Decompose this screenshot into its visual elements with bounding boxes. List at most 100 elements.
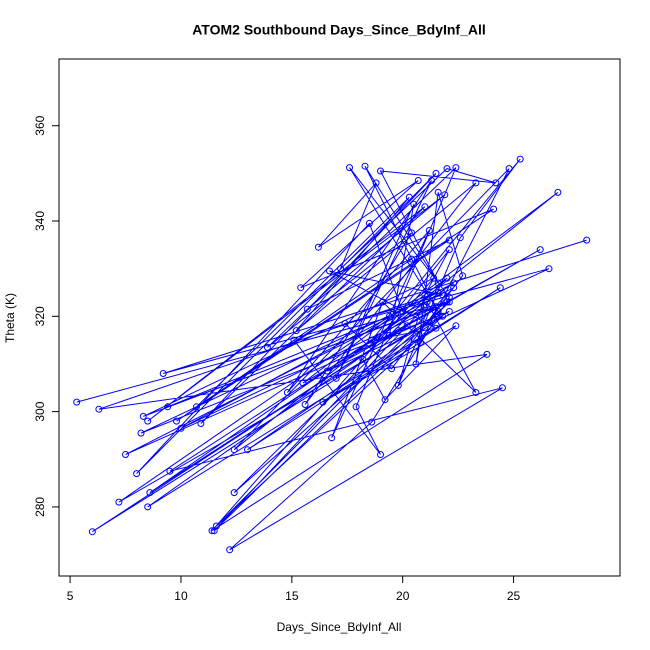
data-point [385, 331, 393, 339]
x-tick-label: 15 [285, 589, 299, 603]
data-point [352, 403, 360, 411]
data-point [443, 165, 451, 173]
data-point [472, 179, 480, 187]
data-point [299, 379, 307, 387]
data-point [230, 446, 238, 454]
data-point [423, 298, 431, 306]
data-point [230, 489, 238, 497]
data-point [301, 401, 309, 408]
data-point [432, 324, 440, 332]
data-point [115, 498, 123, 506]
data-point [410, 200, 418, 208]
data-point [492, 179, 500, 187]
data-point [425, 227, 433, 234]
series-layer [73, 155, 591, 554]
data-point [414, 177, 422, 184]
data-point [554, 188, 562, 196]
x-tick-label: 5 [67, 589, 74, 603]
data-point [372, 179, 380, 187]
data-point [439, 291, 447, 299]
data-point [226, 546, 234, 554]
data-point [450, 284, 458, 292]
y-tick-label: 280 [33, 497, 47, 517]
data-point [456, 234, 464, 242]
data-point [197, 420, 205, 427]
data-point [445, 298, 453, 306]
data-point [445, 246, 453, 254]
data-point [319, 398, 327, 406]
data-point [346, 164, 353, 172]
data-point [166, 467, 174, 475]
y-tick-label: 320 [33, 306, 47, 326]
data-point [450, 279, 458, 287]
data-point [144, 503, 152, 511]
data-point [459, 272, 467, 280]
data-point [361, 162, 369, 170]
data-point [326, 267, 333, 275]
data-point [208, 527, 216, 535]
data-point [144, 417, 152, 425]
data-point [146, 489, 154, 497]
data-point [379, 298, 387, 306]
data-point [332, 374, 340, 382]
data-point [443, 274, 451, 282]
data-point [122, 451, 129, 458]
x-tick-label: 20 [396, 589, 410, 603]
data-point [73, 398, 81, 406]
data-point [408, 255, 416, 263]
data-point [388, 365, 396, 373]
data-point [445, 308, 453, 315]
data-point [328, 434, 336, 442]
data-point [193, 403, 200, 411]
data-point [499, 384, 506, 392]
data-point [421, 291, 429, 299]
data-point [452, 164, 460, 172]
data-point [416, 339, 424, 346]
data-point [283, 389, 291, 396]
data-point [405, 193, 413, 201]
data-point [210, 527, 218, 535]
data-point [399, 308, 407, 315]
x-tick-label: 10 [174, 589, 188, 603]
x-tick-label: 25 [507, 589, 521, 603]
data-point [516, 155, 524, 163]
chart-title: ATOM2 Southbound Days_Since_BdyInf_All [192, 22, 486, 38]
data-point [496, 284, 504, 292]
data-point [545, 265, 553, 273]
data-point [133, 470, 141, 478]
data-point [434, 188, 442, 196]
y-tick-label: 360 [33, 115, 47, 135]
data-point [583, 236, 591, 244]
data-point [385, 312, 393, 320]
data-point [303, 305, 311, 313]
data-point [394, 381, 402, 389]
series-line [76, 158, 587, 551]
data-point [368, 336, 376, 344]
y-axis-label: Theta (K) [3, 293, 17, 343]
data-point [441, 191, 449, 199]
data-point [292, 327, 300, 335]
data-point [323, 367, 331, 375]
data-point [421, 203, 429, 211]
data-point [244, 446, 251, 454]
y-tick-label: 340 [33, 211, 47, 231]
data-point [434, 308, 442, 315]
data-point [412, 360, 420, 368]
y-axis: 280 300 320 340 360 [33, 115, 60, 517]
data-point [445, 236, 453, 244]
data-point [439, 312, 447, 320]
data-point [434, 279, 442, 287]
data-point [432, 169, 440, 177]
data-point [452, 322, 460, 330]
data-point [263, 343, 271, 351]
data-point [377, 451, 384, 458]
x-axis: 5 10 15 20 25 [67, 575, 521, 603]
data-point [377, 167, 384, 175]
data-point [159, 370, 167, 377]
data-point [381, 396, 389, 404]
x-axis-label: Days_Since_BdyInf_All [277, 620, 402, 634]
data-point [177, 424, 185, 432]
data-point [341, 320, 349, 327]
data-point [173, 417, 180, 425]
data-point [88, 528, 96, 536]
